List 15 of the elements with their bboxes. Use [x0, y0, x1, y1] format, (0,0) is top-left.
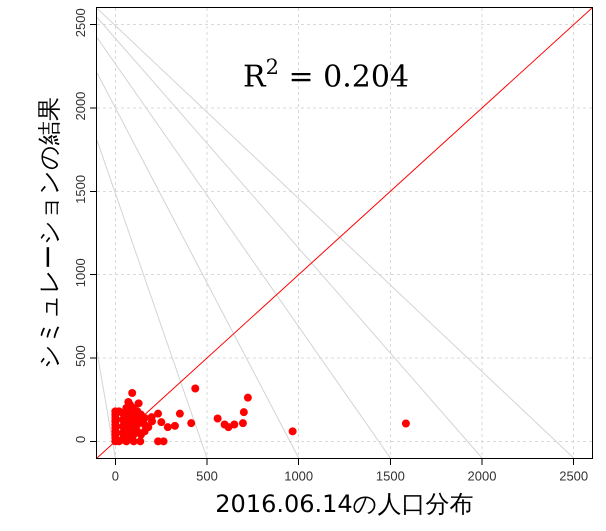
x-tick-label: 1000 [284, 468, 314, 484]
x-tick-label: 2500 [559, 468, 588, 484]
x-tick-label: 1500 [376, 468, 405, 484]
y-tick-label: 1500 [72, 174, 88, 204]
y-tick-label: 2000 [72, 92, 88, 121]
y-tick-label: 500 [72, 345, 88, 367]
x-tick-label: 2000 [468, 468, 496, 484]
x-tick-label: 0 [112, 468, 119, 484]
y-tick-label: 1000 [72, 258, 88, 288]
y-axis-title: シミュレーションの結果 [34, 97, 63, 369]
annotation: R$^{2}$ = 0.204 [243, 55, 410, 95]
x-axis-title: 2016.06.14の人口分布 [215, 490, 474, 518]
y-tick-label: 2500 [72, 8, 88, 38]
x-tick-label: 500 [196, 468, 218, 484]
y-tick-label: 0 [72, 436, 88, 443]
